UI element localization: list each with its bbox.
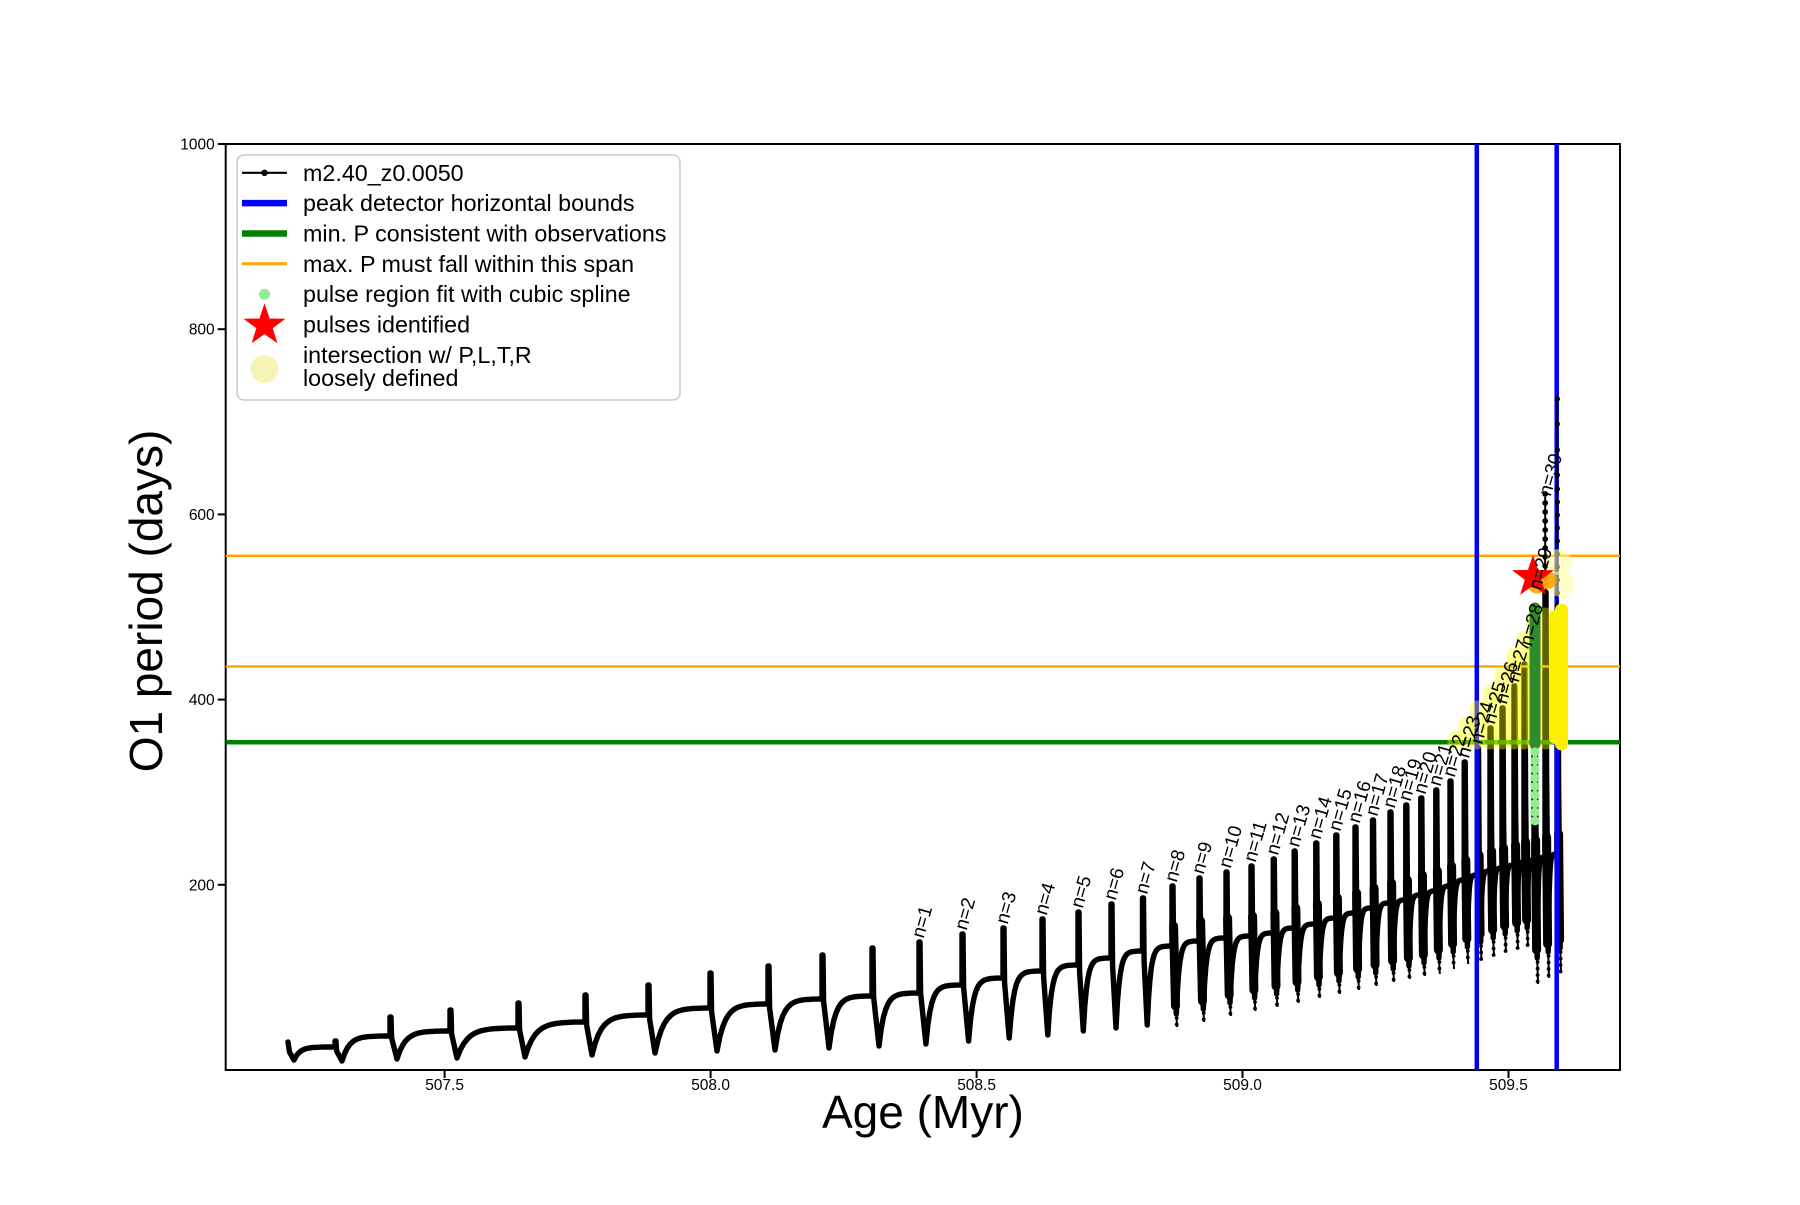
svg-text:1000: 1000 bbox=[180, 137, 215, 154]
svg-text:400: 400 bbox=[189, 692, 215, 709]
svg-text:loosely defined: loosely defined bbox=[303, 365, 458, 391]
svg-text:O1 period (days): O1 period (days) bbox=[120, 430, 172, 773]
svg-text:507.5: 507.5 bbox=[425, 1077, 464, 1094]
svg-text:600: 600 bbox=[189, 507, 215, 524]
svg-text:intersection w/ P,L,T,R: intersection w/ P,L,T,R bbox=[303, 342, 532, 368]
svg-text:508.0: 508.0 bbox=[691, 1077, 730, 1094]
svg-text:Age (Myr): Age (Myr) bbox=[822, 1086, 1024, 1138]
svg-text:max. P must fall within this s: max. P must fall within this span bbox=[303, 251, 634, 277]
svg-text:min. P consistent with observa: min. P consistent with observations bbox=[303, 221, 666, 247]
svg-text:pulses identified: pulses identified bbox=[303, 312, 470, 338]
svg-text:509.0: 509.0 bbox=[1223, 1077, 1262, 1094]
svg-text:800: 800 bbox=[189, 322, 215, 339]
svg-text:508.5: 508.5 bbox=[957, 1077, 996, 1094]
svg-text:pulse region fit with cubic sp: pulse region fit with cubic spline bbox=[303, 281, 631, 307]
svg-text:m2.40_z0.0050: m2.40_z0.0050 bbox=[303, 160, 464, 186]
svg-text:200: 200 bbox=[189, 877, 215, 894]
svg-text:peak detector horizontal bound: peak detector horizontal bounds bbox=[303, 190, 635, 216]
svg-text:509.5: 509.5 bbox=[1489, 1077, 1528, 1094]
